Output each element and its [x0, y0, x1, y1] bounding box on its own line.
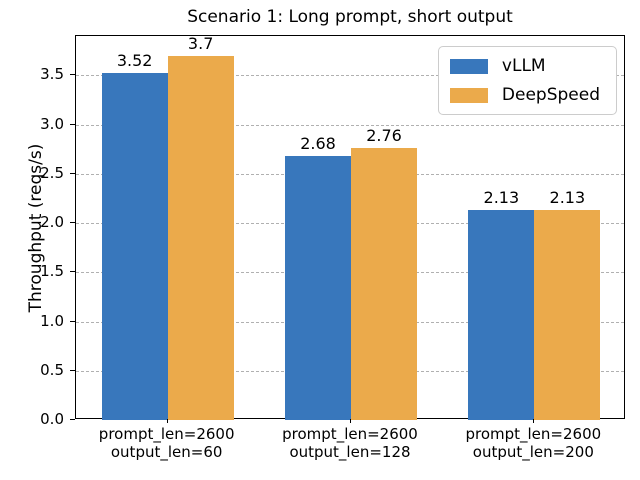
legend-item-deepspeed: DeepSpeed — [449, 85, 600, 105]
y-tick-mark — [70, 74, 75, 76]
y-tick-mark — [70, 369, 75, 371]
deepspeed-series-swatch-icon — [449, 87, 488, 103]
y-tick-label: 0.5 — [40, 360, 64, 379]
vllm-series-swatch-icon — [449, 58, 488, 74]
y-tick-mark — [70, 320, 75, 322]
bar-value-label: 2.76 — [366, 126, 402, 146]
bar-deepspeed-2 — [534, 210, 601, 420]
y-tick-mark — [70, 419, 75, 420]
y-tick-mark — [70, 172, 75, 174]
bar-value-label: 3.52 — [116, 51, 153, 71]
legend-label-deepspeed: DeepSpeed — [501, 85, 600, 105]
y-tick-label: 2.0 — [40, 213, 64, 232]
chart-title: Scenario 1: Long prompt, short output — [187, 7, 513, 27]
y-tick-mark — [70, 222, 75, 224]
bar-vllm-1 — [285, 156, 351, 420]
y-tick-label: 3.0 — [40, 114, 64, 133]
bar-vllm-2 — [468, 210, 535, 420]
y-tick-label: 3.5 — [40, 65, 64, 84]
gridline — [76, 124, 624, 126]
y-tick-mark — [70, 271, 75, 273]
bar-value-label: 2.13 — [483, 188, 520, 208]
gridline — [76, 75, 624, 77]
bar-value-label: 2.13 — [549, 188, 586, 208]
bar-deepspeed-0 — [167, 55, 234, 420]
legend: vLLM DeepSpeed — [437, 46, 617, 115]
bar-value-label: 2.68 — [300, 134, 336, 154]
x-tick-mark — [533, 419, 535, 423]
y-tick-mark — [70, 123, 75, 125]
legend-item-vllm: vLLM — [449, 56, 600, 76]
x-tick-label: prompt_len=2600 output_len=200 — [465, 425, 602, 461]
bar-value-label: 3.7 — [187, 33, 214, 53]
x-tick-mark — [166, 419, 168, 423]
bar-deepspeed-1 — [351, 148, 417, 420]
x-tick-label: prompt_len=2600 output_len=128 — [282, 425, 418, 461]
y-tick-label: 1.0 — [40, 311, 64, 330]
plot-area: 3.52 2.68 2.13 3.7 2.76 2.13 vLLM DeepSpeed — [75, 33, 625, 420]
x-tick-label: prompt_len=2600 output_len=60 — [98, 425, 235, 461]
y-tick-label: 0.0 — [40, 410, 64, 428]
y-tick-label: 1.5 — [40, 262, 64, 281]
x-tick-mark — [350, 419, 351, 423]
bar-vllm-0 — [101, 73, 168, 420]
legend-label-vllm: vLLM — [501, 56, 546, 76]
y-tick-label: 2.5 — [40, 163, 64, 182]
